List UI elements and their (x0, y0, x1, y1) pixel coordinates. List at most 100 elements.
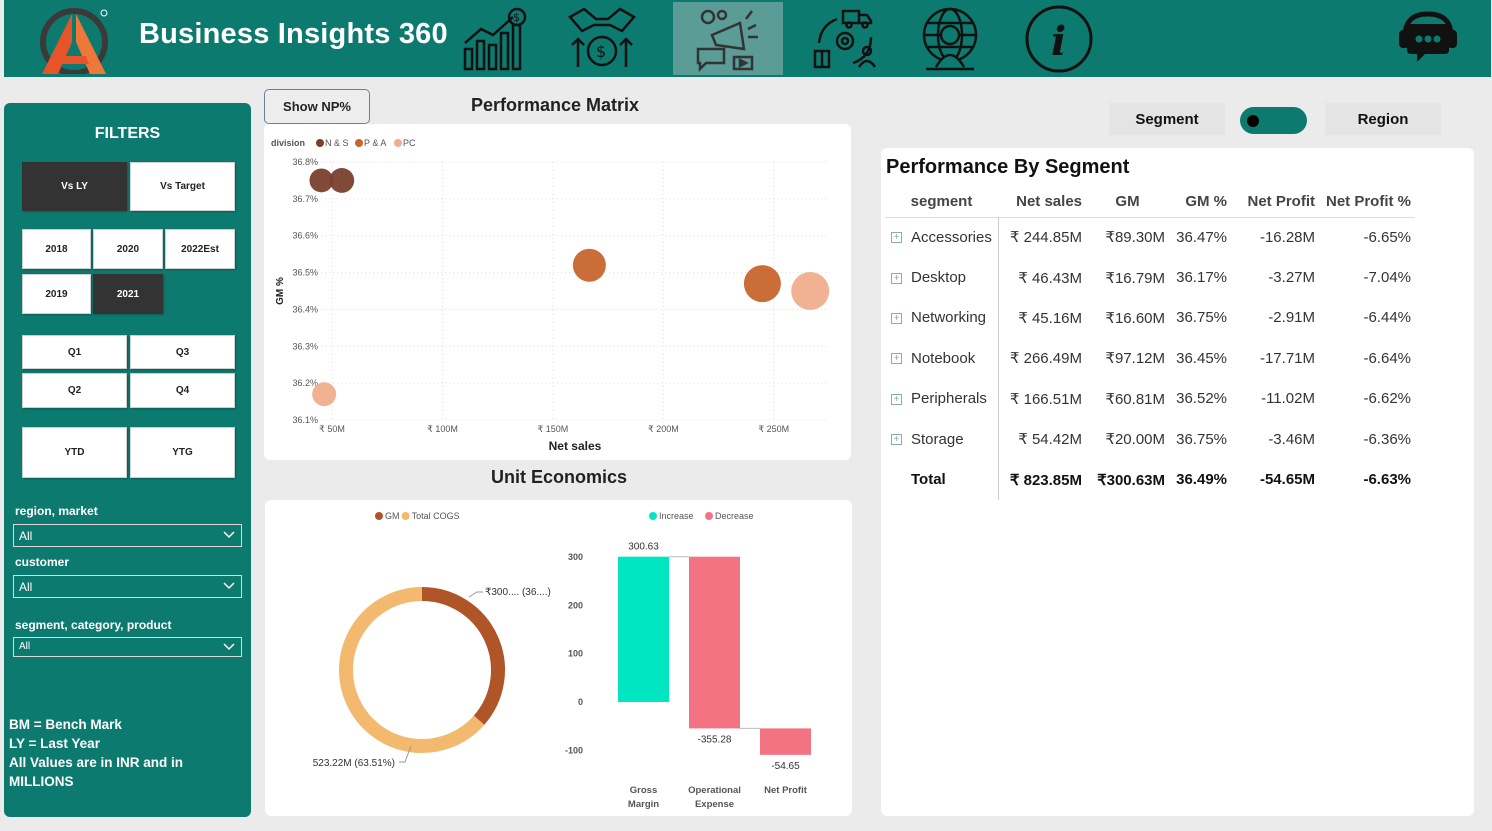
net-profit-cell: -3.27M (1268, 269, 1315, 287)
year-2018-button[interactable]: 2018 (22, 229, 91, 269)
table-row[interactable]: + Networking ₹ 45.16M ₹16.60M 36.75% -2.9… (885, 297, 1415, 339)
net-profit-cell: -2.91M (1268, 309, 1315, 327)
segment-category-product-dropdown[interactable]: All (13, 637, 242, 657)
table-row[interactable]: + Storage ₹ 54.42M ₹20.00M 36.75% -3.46M … (885, 418, 1415, 460)
donut-slice (421, 587, 505, 725)
expand-plus-icon[interactable]: + (891, 434, 902, 446)
col-header-net-profit-pct[interactable]: Net Profit % (1325, 192, 1411, 210)
table-row[interactable]: + Peripherals ₹ 166.51M ₹60.81M 36.52% -1… (885, 378, 1415, 419)
vs-ly-button[interactable]: Vs LY (22, 162, 127, 211)
nav-marketing-view[interactable] (673, 2, 783, 75)
col-header-net-sales[interactable]: Net sales (1016, 192, 1082, 210)
toggle-knob (1247, 115, 1259, 127)
year-2020-button[interactable]: 2020 (93, 229, 163, 269)
quarter-q1-button[interactable]: Q1 (22, 335, 127, 369)
category-label: Margin (628, 799, 659, 810)
performance-by-segment-title: Performance By Segment (886, 156, 1130, 178)
support-chat-icon[interactable] (1395, 8, 1461, 68)
legend-marker (316, 139, 324, 147)
net-profit-pct-cell: -6.44% (1363, 309, 1411, 327)
filters-panel: FILTERS Vs LY Vs Target 2018 2020 2022Es… (4, 103, 251, 817)
ytg-button[interactable]: YTG (130, 427, 235, 478)
nav-info[interactable]: i (1004, 2, 1114, 75)
app-logo-icon (40, 8, 108, 74)
segment-cell: + Notebook (885, 338, 999, 379)
col-header-net-profit[interactable]: Net Profit (1247, 192, 1316, 210)
segment-cell: + Accessories (885, 217, 999, 258)
legend-title: division (271, 138, 305, 148)
net-sales-cell: ₹ 266.49M (1009, 350, 1082, 368)
region-market-dropdown[interactable]: All (13, 524, 242, 547)
net-sales-cell: ₹ 54.42M (1018, 431, 1082, 449)
year-2019-button[interactable]: 2019 (22, 274, 91, 314)
col-header-segment[interactable]: segment (910, 192, 973, 210)
segment-cell: + Storage (885, 418, 999, 460)
filters-title: FILTERS (94, 125, 161, 142)
category-label: Operational (688, 785, 741, 796)
waterfall-legend-marker (649, 512, 657, 520)
scatter-point (743, 265, 781, 303)
scatter-point (791, 272, 830, 310)
customer-dropdown[interactable]: All (13, 575, 242, 598)
y-tick-label: 36.2% (292, 378, 318, 388)
segment-toggle-label[interactable]: Segment (1109, 103, 1225, 135)
supply-chain-view-icon (813, 9, 877, 68)
legend-notes: BM = Bench Mark LY = Last Year All Value… (9, 715, 183, 791)
performance-by-segment-table: segment Net sales GM GM % Net Profit Net… (885, 186, 1415, 500)
y-tick-label: -100 (565, 745, 583, 755)
quarter-q3-button[interactable]: Q3 (130, 335, 235, 369)
gm-pct-cell: 36.17% (1176, 269, 1227, 287)
donut-label-leader (468, 591, 483, 598)
ytd-button[interactable]: YTD (22, 427, 127, 478)
nav-finance-view[interactable]: $ (440, 2, 550, 75)
quarter-q2-button[interactable]: Q2 (22, 373, 127, 408)
waterfall-bar (760, 728, 811, 755)
nav-supply-chain-view[interactable] (790, 2, 900, 75)
category-label: Net Profit (764, 785, 808, 796)
expand-plus-icon[interactable]: + (891, 313, 902, 324)
waterfall-legend-label: Increase (659, 511, 694, 521)
gm-cell: ₹60.81M (1105, 390, 1165, 408)
y-tick-label: 0 (578, 697, 583, 707)
nav-executive-view[interactable] (895, 2, 1005, 75)
expand-plus-icon[interactable]: + (891, 393, 902, 405)
waterfall-legend-label: Decrease (715, 511, 754, 521)
waterfall-bar (618, 556, 669, 702)
net-profit-cell: -16.28M (1259, 228, 1315, 246)
donut-legend-label: Total COGS (412, 511, 460, 521)
net-sales-cell: ₹ 244.85M (1009, 229, 1082, 247)
svg-text:i: i (1051, 18, 1066, 65)
col-header-gm[interactable]: GM (1115, 192, 1140, 210)
year-2021-button[interactable]: 2021 (93, 274, 163, 314)
region-toggle-label[interactable]: Region (1325, 103, 1441, 135)
scatter-point (572, 248, 606, 282)
donut-legend-label: GM (385, 511, 400, 521)
show-np-button[interactable]: Show NP% (264, 89, 370, 124)
nav-sales-view[interactable]: $ (547, 2, 657, 75)
net-sales-cell: ₹ 166.51M (1009, 390, 1082, 408)
col-header-gm-pct[interactable]: GM % (1185, 192, 1227, 210)
waterfall-value-label: -355.28 (698, 734, 732, 745)
note-ly: LY = Last Year (9, 736, 100, 751)
y-tick-label: 200 (568, 600, 583, 610)
svg-text:$: $ (513, 11, 520, 24)
expand-plus-icon[interactable]: + (891, 272, 902, 284)
gm-cell: ₹16.79M (1105, 269, 1165, 287)
legend-label: N & S (325, 138, 349, 148)
table-row[interactable]: + Accessories ₹ 244.85M ₹89.30M 36.47% -1… (885, 217, 1415, 258)
legend-label: PC (403, 138, 416, 148)
y-tick-label: 36.1% (292, 415, 318, 425)
quarter-q4-button[interactable]: Q4 (130, 373, 235, 408)
table-row[interactable]: + Notebook ₹ 266.49M ₹97.12M 36.45% -17.7… (885, 338, 1415, 379)
segment-region-toggle[interactable] (1240, 107, 1307, 134)
info-icon: i (1025, 5, 1093, 72)
expand-plus-icon[interactable]: + (891, 232, 902, 244)
vs-target-button[interactable]: Vs Target (130, 162, 235, 211)
executive-view-icon (922, 7, 978, 70)
table-row[interactable]: + Desktop ₹ 46.43M ₹16.79M 36.17% -3.27M … (885, 257, 1415, 298)
category-label: Gross (630, 785, 657, 796)
expand-plus-icon[interactable]: + (891, 353, 902, 365)
note-bm: BM = Bench Mark (9, 717, 122, 732)
year-2022est-button[interactable]: 2022Est (165, 229, 235, 269)
note-millions: MILLIONS (9, 774, 74, 789)
